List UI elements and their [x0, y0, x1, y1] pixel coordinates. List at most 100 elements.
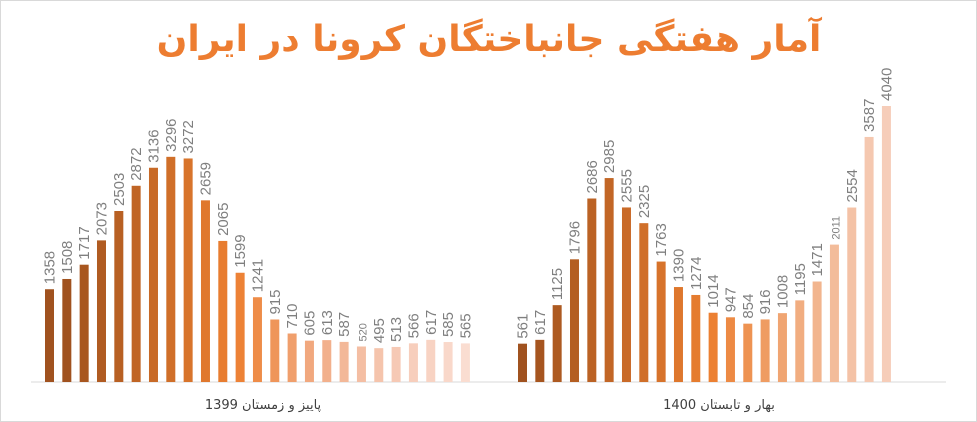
value-label: 3272: [180, 120, 197, 153]
bar: [535, 339, 545, 382]
bar: [45, 289, 54, 382]
bar: [587, 198, 597, 382]
value-label: 2555: [618, 169, 635, 202]
chart-title: آمار هفتگی جانباختگان کرونا در ایران: [157, 16, 823, 60]
bar: [812, 281, 822, 382]
value-label: 2325: [636, 185, 653, 218]
value-label: 3587: [861, 99, 878, 132]
value-label: 613: [319, 310, 336, 335]
bar: [881, 106, 891, 382]
value-label: 520: [357, 323, 369, 341]
bar: [131, 185, 141, 382]
bar: [621, 207, 631, 382]
value-label: 495: [371, 318, 388, 343]
value-label: 2872: [128, 147, 145, 180]
value-label: 561: [515, 314, 532, 339]
bar: [183, 158, 193, 382]
value-label: 565: [457, 313, 474, 338]
bar: [864, 136, 874, 382]
bars-layer: [45, 106, 891, 382]
bar: [656, 261, 666, 382]
bar: [829, 244, 839, 382]
value-label: 2503: [111, 173, 128, 206]
bar: [847, 207, 857, 382]
bar: [460, 343, 470, 382]
bar: [673, 287, 683, 382]
bar: [148, 167, 158, 382]
value-label: 3296: [163, 118, 180, 151]
value-label: 915: [267, 289, 284, 314]
value-label: 2554: [844, 169, 861, 202]
bar: [356, 346, 366, 382]
value-label: 2073: [93, 202, 110, 235]
bar: [708, 312, 718, 382]
value-label: 1717: [76, 226, 93, 259]
bar: [604, 178, 614, 382]
value-label: 1008: [774, 275, 791, 308]
value-label: 513: [388, 317, 405, 342]
value-label: 1796: [566, 221, 583, 254]
bar: [691, 294, 701, 382]
bar: [304, 340, 314, 382]
category-label-1400: بهار و تابستان 1400: [663, 398, 775, 413]
bar: [374, 348, 384, 382]
value-label: 2011: [830, 216, 842, 240]
value-label: 1241: [249, 259, 266, 292]
value-label: 854: [740, 294, 757, 319]
value-label: 710: [284, 303, 301, 328]
value-label: 4040: [878, 68, 895, 101]
bar: [62, 278, 72, 382]
value-label: 1358: [42, 251, 59, 284]
value-label: 916: [757, 289, 774, 314]
bar: [166, 156, 176, 382]
value-label: 617: [532, 310, 549, 335]
bar: [569, 259, 579, 382]
value-label: 2659: [197, 162, 214, 195]
value-label: 585: [440, 312, 457, 337]
value-label: 1390: [670, 249, 687, 282]
value-label: 2985: [601, 140, 618, 173]
bar: [114, 211, 124, 382]
bar: [552, 305, 562, 382]
value-label: 3136: [145, 129, 162, 162]
value-label: 617: [423, 310, 440, 335]
bar: [391, 346, 401, 382]
bar: [200, 200, 210, 382]
category-label-1399: پاییز و زمستان 1399: [205, 398, 322, 413]
bar: [322, 340, 332, 382]
value-label: 1508: [59, 241, 76, 274]
value-label: 1274: [688, 257, 705, 290]
bar: [270, 319, 280, 382]
bar: [218, 240, 228, 382]
value-label: 605: [301, 311, 318, 336]
bar: [777, 313, 787, 382]
value-label: 2065: [215, 203, 232, 236]
value-label: 1014: [705, 274, 722, 307]
bar: [287, 333, 297, 382]
bar: [443, 342, 453, 382]
value-label: 947: [722, 287, 739, 312]
bar: [96, 240, 106, 382]
value-label: 2686: [584, 160, 601, 193]
bar: [795, 300, 805, 382]
bar: [725, 317, 735, 382]
value-label: 566: [405, 313, 422, 338]
bar: [235, 272, 245, 382]
bar: [426, 339, 436, 382]
value-label: 587: [336, 312, 353, 337]
bar: [518, 343, 527, 382]
value-label: 1763: [653, 223, 670, 256]
bar: [79, 264, 89, 382]
bar: [743, 323, 753, 382]
bar: [639, 223, 649, 382]
value-label: 1599: [232, 234, 249, 267]
value-label: 1471: [809, 243, 826, 276]
value-label: 1195: [792, 263, 809, 295]
bar: [408, 343, 418, 382]
value-label: 1125: [549, 268, 566, 300]
bar: [252, 297, 262, 382]
bar: [760, 319, 770, 382]
